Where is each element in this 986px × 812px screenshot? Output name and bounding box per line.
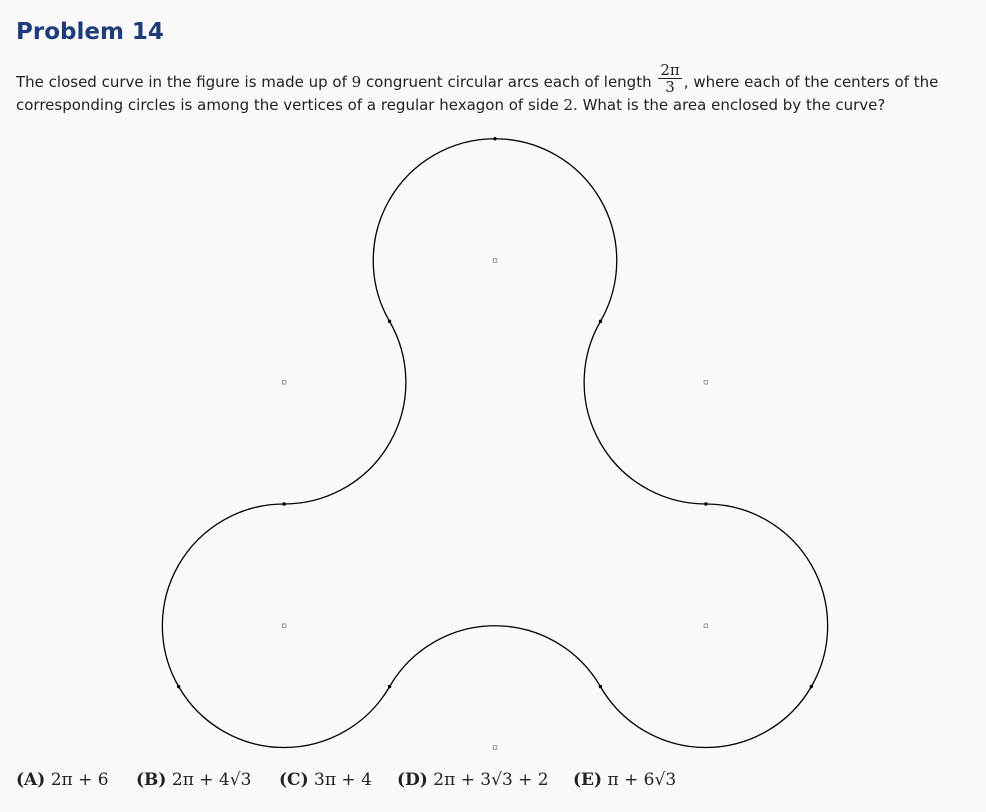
choice-c[interactable]: (C) 3π + 4 bbox=[279, 770, 372, 790]
choice-a[interactable]: (A) 2π + 6 bbox=[16, 770, 109, 790]
arc-count: 9 bbox=[351, 73, 362, 91]
choice-letter: (C) bbox=[279, 770, 309, 790]
choice-letter: (E) bbox=[573, 770, 603, 790]
arc-endpoint-dot bbox=[809, 684, 814, 689]
choice-value: 3π + 4 bbox=[314, 770, 372, 790]
arc-inner-bottom bbox=[388, 625, 602, 687]
arc-top-left bbox=[372, 138, 496, 322]
arc-left-upper bbox=[161, 503, 285, 687]
center-lower-right-marker bbox=[703, 623, 709, 628]
choice-letter: (A) bbox=[16, 770, 46, 790]
problem-line-2: corresponding circles is among the verti… bbox=[16, 94, 885, 116]
arc-endpoint-dot bbox=[387, 684, 392, 689]
choice-d[interactable]: (D) 2π + 3√3 + 2 bbox=[397, 770, 549, 790]
line2-before: corresponding circles is among the verti… bbox=[16, 96, 564, 114]
center-upper-right-marker bbox=[703, 380, 709, 385]
line2-after: . What is the area enclosed by the curve… bbox=[573, 96, 886, 114]
fraction-numerator: 2π bbox=[660, 61, 680, 79]
center-upper-left-marker bbox=[281, 380, 287, 385]
choice-b[interactable]: (B) 2π + 4√3 bbox=[136, 770, 251, 790]
fraction-denominator: 3 bbox=[658, 78, 682, 95]
hexagon-side: 2 bbox=[563, 96, 574, 114]
choice-letter: (D) bbox=[397, 770, 428, 790]
text-before-count: The closed curve in the figure is made u… bbox=[16, 73, 352, 91]
choice-value: 2π + 4√3 bbox=[171, 770, 252, 790]
arc-endpoint-dot bbox=[176, 684, 181, 689]
arc-left-lower bbox=[178, 686, 391, 749]
arc-inner-right bbox=[583, 321, 706, 505]
arc-right-upper bbox=[705, 503, 829, 687]
arc-endpoint-dot bbox=[282, 502, 286, 506]
center-top-marker bbox=[492, 258, 498, 263]
page-title: Problem 14 bbox=[16, 19, 164, 45]
curve-arcs bbox=[161, 138, 829, 749]
arc-inner-left bbox=[284, 321, 407, 505]
choice-value: 2π + 6 bbox=[50, 770, 109, 790]
choice-value: 2π + 3√3 + 2 bbox=[433, 770, 549, 790]
choice-value: π + 6√3 bbox=[607, 770, 677, 790]
choice-e[interactable]: (E) π + 6√3 bbox=[573, 770, 676, 790]
text-after-fraction: , where each of the centers of the bbox=[683, 73, 939, 91]
arc-endpoints bbox=[176, 137, 814, 689]
arc-top-right bbox=[494, 138, 618, 322]
arc-endpoint-dot bbox=[387, 319, 392, 324]
arc-endpoint-dot bbox=[598, 684, 603, 689]
arc-endpoint-dot bbox=[704, 502, 708, 506]
choice-letter: (B) bbox=[136, 770, 167, 790]
circle-centers bbox=[281, 258, 709, 750]
arc-endpoint-dot bbox=[493, 137, 497, 141]
arc-endpoint-dot bbox=[598, 319, 603, 324]
center-bottom-marker bbox=[492, 745, 498, 750]
problem-line-1: The closed curve in the figure is made u… bbox=[16, 62, 939, 99]
center-lower-left-marker bbox=[281, 623, 287, 628]
arc-right-lower bbox=[599, 686, 812, 749]
text-mid: congruent circular arcs each of length bbox=[361, 73, 657, 91]
arc-length-fraction: 2π 3 bbox=[658, 61, 682, 95]
